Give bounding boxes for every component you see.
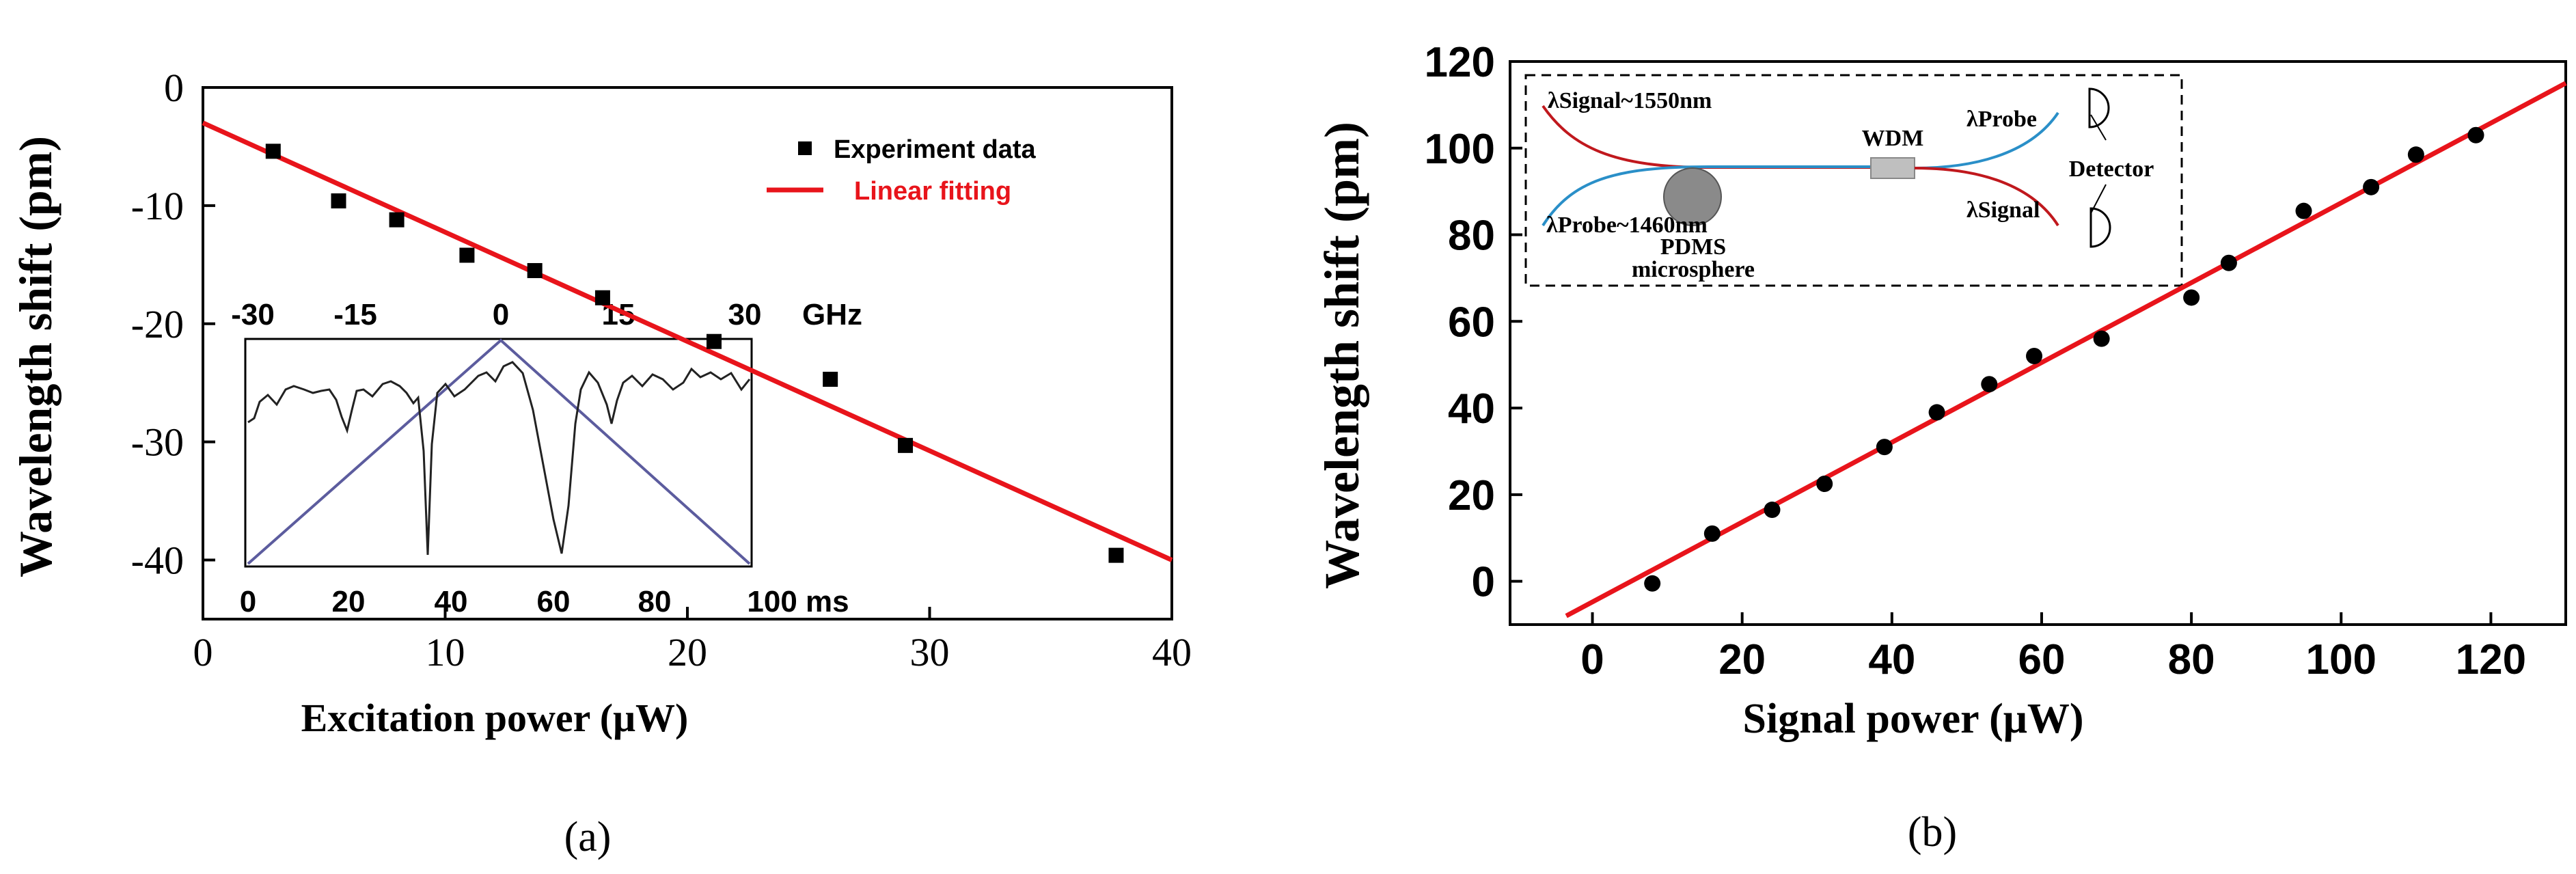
b-data-point bbox=[1876, 439, 1893, 456]
b-data-point bbox=[2026, 348, 2043, 365]
b-data-point bbox=[2363, 178, 2380, 195]
b-pdms-microsphere bbox=[1663, 167, 1722, 226]
a-xtick-label: 30 bbox=[910, 630, 950, 674]
a-inset-bottom-last-tick: 100 ms bbox=[747, 585, 849, 618]
a-inset-top-tick-label: -30 bbox=[231, 298, 275, 331]
b-wdm-box bbox=[1870, 157, 1915, 179]
panel-a: 0 -10 -20 -30 -40 0 10 20 30 40 Wavelength shift… bbox=[10, 66, 1192, 860]
a-ytick-label: -40 bbox=[131, 538, 184, 583]
b-detector-top-icon bbox=[2088, 87, 2110, 128]
b-data-point bbox=[2467, 126, 2484, 144]
a-inset-top-tick-label: -15 bbox=[333, 298, 377, 331]
b-signal-output-fiber bbox=[1914, 167, 2059, 227]
b-detector-pointer-top bbox=[2090, 114, 2107, 141]
a-legend-linear-label: Linear fitting bbox=[854, 177, 1011, 206]
a-data-point bbox=[594, 290, 610, 305]
a-xtick-label: 20 bbox=[668, 630, 707, 674]
b-detector-label: Detector bbox=[2069, 156, 2154, 182]
b-inset: λSignal~1550nm λProbe~1460nm WDM λProbe … bbox=[1524, 74, 2183, 287]
b-ytick-label: 100 bbox=[1425, 126, 1495, 173]
a-data-point bbox=[706, 333, 722, 349]
b-data-point bbox=[1703, 525, 1721, 542]
b-xtick-label: 0 bbox=[1580, 636, 1604, 683]
a-ytick-label: -30 bbox=[131, 420, 184, 465]
b-data-point bbox=[1764, 502, 1781, 519]
b-xtick-label: 80 bbox=[2168, 636, 2215, 683]
b-xtick-label: 40 bbox=[1868, 636, 1915, 683]
a-data-point bbox=[389, 212, 405, 228]
b-detector-pointer-bottom bbox=[2090, 184, 2107, 214]
b-axes-frame bbox=[1509, 60, 2567, 626]
b-probe-input-fiber bbox=[1542, 165, 1872, 227]
a-inset-transmission-trace bbox=[247, 361, 751, 556]
b-microsphere-label: microsphere bbox=[1632, 257, 1755, 282]
b-ytick-label: 80 bbox=[1448, 213, 1495, 260]
a-data-point bbox=[331, 193, 346, 208]
b-data-point bbox=[2220, 254, 2237, 271]
a-inset-ramp bbox=[247, 338, 751, 565]
b-xtick-label: 60 bbox=[2018, 636, 2065, 683]
b-ytick-label: 40 bbox=[1448, 385, 1495, 433]
a-data-point bbox=[265, 144, 281, 159]
b-data-point bbox=[1981, 376, 1998, 393]
a-inset-bottom-tick-label: 60 bbox=[537, 585, 571, 618]
b-data-point bbox=[2183, 289, 2200, 306]
b-data-point bbox=[2407, 146, 2424, 163]
b-y-axis-label: Wavelength shift (pm) bbox=[1315, 122, 1369, 589]
b-ytick-label: 0 bbox=[1472, 559, 1495, 606]
panel-b: 0 20 40 60 80 100 120 0 20 40 60 80 100 120 Waveleng… bbox=[1315, 39, 2567, 856]
a-x-axis-label: Excitation power (μW) bbox=[301, 696, 689, 740]
b-data-point bbox=[1816, 476, 1833, 492]
b-probe-input-label: λProbe~1460nm bbox=[1546, 213, 1708, 238]
a-data-point bbox=[459, 247, 475, 263]
b-probe-output-label: λProbe bbox=[1967, 107, 2037, 132]
b-wdm-label: WDM bbox=[1862, 126, 1924, 151]
b-ytick-label: 60 bbox=[1448, 299, 1495, 346]
a-data-point bbox=[1108, 547, 1124, 563]
a-ytick-label: -10 bbox=[131, 184, 184, 228]
a-inset-bottom-tick-label: 0 bbox=[240, 585, 256, 618]
a-inset-top-tick-label: 30 bbox=[728, 298, 762, 331]
b-signal-input-label: λSignal~1550nm bbox=[1548, 88, 1712, 113]
a-inset-bottom-tick-label: 20 bbox=[332, 585, 366, 618]
a-data-point bbox=[823, 372, 838, 387]
b-detector-bottom-icon bbox=[2089, 207, 2111, 248]
b-xtick-label: 120 bbox=[2456, 636, 2526, 683]
b-x-axis-label: Signal power (μW) bbox=[1742, 696, 2083, 742]
a-legend-experiment-label: Experiment data bbox=[834, 135, 1037, 164]
a-xtick-label: 40 bbox=[1152, 630, 1192, 674]
b-data-point bbox=[2093, 330, 2110, 347]
b-xtick-label: 100 bbox=[2306, 636, 2376, 683]
b-data-point bbox=[1928, 404, 1945, 421]
a-fit-line bbox=[202, 120, 1173, 562]
b-inset-frame bbox=[1524, 74, 2183, 287]
b-signal-output-label: λSignal bbox=[1967, 197, 2040, 223]
b-panel-label: (b) bbox=[1908, 809, 1957, 856]
a-inset-bottom-tick-label: 80 bbox=[638, 585, 672, 618]
b-xtick-label: 20 bbox=[1718, 636, 1766, 683]
a-inset-bottom-tick-label: 40 bbox=[435, 585, 468, 618]
a-inset-top-tick-label: 0 bbox=[493, 298, 509, 331]
b-ytick-label: 120 bbox=[1425, 39, 1495, 86]
b-ytick-label: 20 bbox=[1448, 472, 1495, 519]
a-xtick-label: 10 bbox=[426, 630, 465, 674]
a-y-axis-label: Wavelength shift (pm) bbox=[10, 136, 61, 577]
a-xtick-label: 0 bbox=[193, 630, 213, 674]
a-ytick-label: -20 bbox=[131, 302, 184, 346]
a-panel-label: (a) bbox=[564, 814, 612, 860]
a-ytick-label: 0 bbox=[164, 66, 184, 110]
b-data-point bbox=[1644, 575, 1661, 592]
b-fit-line bbox=[1565, 81, 2567, 618]
a-data-point bbox=[898, 437, 914, 453]
a-legend: Experiment data Linear fitting bbox=[767, 135, 1037, 206]
a-inset-top-unit: GHz bbox=[802, 298, 862, 331]
a-inset: -30 -15 0 15 30 GHz 0 20 40 60 80 100 ms bbox=[231, 298, 862, 618]
a-inset-frame bbox=[244, 338, 753, 568]
b-probe-output-fiber bbox=[1914, 111, 2059, 169]
b-data-point bbox=[2295, 202, 2312, 219]
b-pdms-label: PDMS bbox=[1660, 234, 1726, 260]
a-legend-marker-square bbox=[798, 141, 812, 155]
a-data-point bbox=[527, 262, 543, 278]
